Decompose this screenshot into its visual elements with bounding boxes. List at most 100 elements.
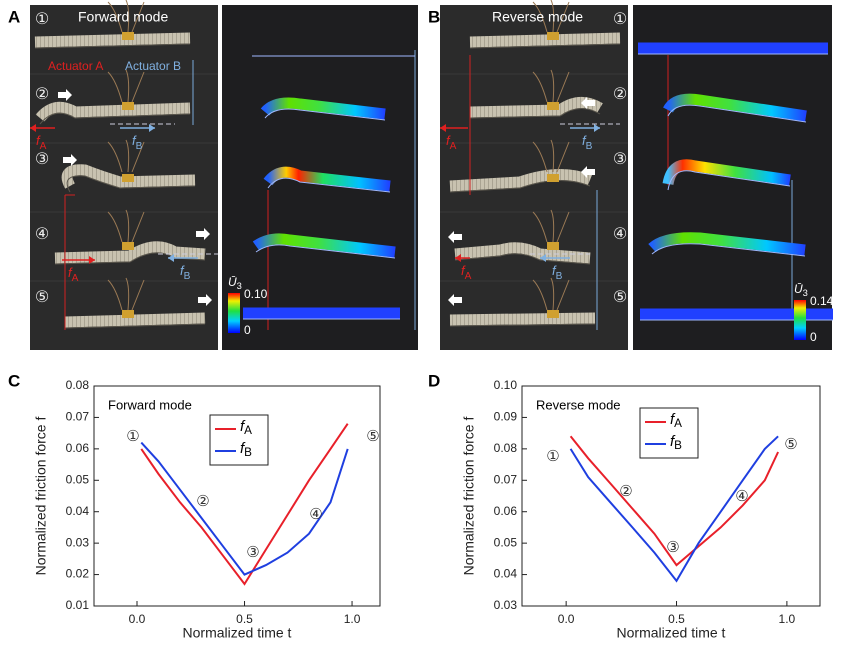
sim-shape bbox=[260, 97, 386, 120]
motion-arrow bbox=[448, 231, 462, 243]
colorbar-min: 0 bbox=[810, 330, 817, 344]
plot-frame bbox=[521, 385, 821, 607]
step-number: ④ bbox=[35, 226, 49, 243]
step-marker: ⑤ bbox=[784, 436, 797, 453]
step-number: ③ bbox=[35, 151, 49, 168]
motion-arrow bbox=[581, 166, 595, 178]
step-marker: ③ bbox=[666, 539, 679, 556]
colorbar-min: 0 bbox=[244, 323, 251, 337]
legend-label: fB bbox=[670, 433, 682, 452]
electronics bbox=[122, 102, 134, 110]
electronics bbox=[547, 242, 559, 250]
electronics bbox=[547, 102, 559, 110]
robot-edge bbox=[449, 323, 596, 327]
mode-title: Reverse mode bbox=[492, 9, 583, 25]
force-label: fB bbox=[180, 263, 191, 281]
wires bbox=[107, 69, 145, 103]
robot bbox=[469, 97, 603, 118]
sim-shape bbox=[663, 93, 807, 122]
legend-label: fB bbox=[240, 440, 252, 459]
motion-arrow bbox=[63, 154, 77, 166]
electronics bbox=[547, 32, 559, 40]
robot bbox=[469, 32, 621, 48]
y-tick-label: 0.03 bbox=[494, 598, 518, 612]
x-tick-label: 1.0 bbox=[344, 612, 361, 626]
sim-edge bbox=[667, 170, 791, 191]
x-axis-title: Normalized time t bbox=[617, 625, 726, 641]
legend bbox=[209, 414, 269, 466]
force-label: fA bbox=[446, 133, 457, 151]
step-marker: ③ bbox=[246, 544, 259, 561]
wires bbox=[532, 139, 570, 173]
wires bbox=[532, 277, 570, 311]
y-tick-label: 0.07 bbox=[494, 472, 518, 486]
sim-shape bbox=[648, 232, 806, 256]
mode-title: Forward mode bbox=[78, 9, 168, 25]
arrow-head bbox=[89, 256, 95, 264]
force-label: fA bbox=[36, 133, 47, 151]
force-label: fA bbox=[461, 263, 472, 281]
electronics bbox=[122, 174, 134, 182]
sim-edge bbox=[651, 243, 806, 257]
robot-edge bbox=[469, 43, 621, 49]
motion-arrow bbox=[448, 294, 462, 306]
force-label: fB bbox=[582, 133, 593, 151]
arrow-head bbox=[149, 124, 155, 132]
y-tick-label: 0.09 bbox=[494, 410, 518, 424]
colorbar bbox=[794, 300, 806, 340]
electronics bbox=[122, 32, 134, 40]
panel-letter: D bbox=[428, 371, 440, 390]
robot bbox=[54, 241, 206, 264]
arrow-head bbox=[594, 124, 600, 132]
robot-edge bbox=[64, 323, 206, 329]
motion-arrow bbox=[581, 97, 595, 109]
robot-edge bbox=[469, 108, 601, 119]
wires bbox=[532, 209, 570, 243]
robot bbox=[61, 164, 196, 189]
robot bbox=[449, 312, 596, 326]
wires bbox=[107, 277, 145, 311]
guide-line bbox=[64, 194, 75, 330]
arrow-head bbox=[168, 254, 174, 262]
y-tick-label: 0.02 bbox=[66, 567, 90, 581]
chart-annotation: Reverse mode bbox=[536, 397, 621, 412]
data-line bbox=[569, 435, 779, 583]
panel-letter: A bbox=[8, 7, 20, 26]
y-tick-label: 0.08 bbox=[66, 378, 90, 392]
sim-shape bbox=[252, 233, 396, 258]
panel-letter: C bbox=[8, 371, 20, 390]
step-number: ① bbox=[35, 11, 49, 28]
legend-label: fA bbox=[240, 418, 252, 437]
robot-edge bbox=[39, 112, 191, 125]
wires bbox=[107, 0, 145, 33]
step-number: ② bbox=[35, 86, 49, 103]
sim-shape bbox=[662, 159, 791, 186]
motion-arrow bbox=[196, 228, 210, 240]
arrow-head bbox=[440, 124, 446, 132]
chart-annotation: Forward mode bbox=[108, 397, 192, 412]
step-marker: ② bbox=[619, 483, 632, 500]
robot-edge bbox=[66, 175, 196, 193]
wires bbox=[532, 69, 570, 103]
x-axis-title: Normalized time t bbox=[183, 625, 292, 641]
sim-edge bbox=[264, 108, 386, 121]
y-tick-label: 0.04 bbox=[66, 504, 90, 518]
data-line bbox=[140, 441, 349, 576]
step-marker: ① bbox=[546, 448, 559, 465]
step-number: ⑤ bbox=[613, 289, 627, 306]
sim-edge bbox=[255, 244, 396, 259]
colorbar-title: Ū3 bbox=[794, 282, 808, 298]
force-label: fB bbox=[132, 133, 143, 151]
sim-edge bbox=[267, 177, 391, 193]
x-tick-label: 0.5 bbox=[668, 612, 685, 626]
y-axis-title: Normalized friction force f bbox=[461, 417, 477, 576]
step-number: ④ bbox=[613, 226, 627, 243]
robot bbox=[35, 101, 191, 122]
panel-letter: B bbox=[428, 7, 440, 26]
x-tick-label: 1.0 bbox=[779, 612, 796, 626]
sim-shape bbox=[263, 166, 391, 192]
arrow-head bbox=[30, 124, 36, 132]
step-number: ② bbox=[613, 86, 627, 103]
data-line bbox=[569, 435, 780, 567]
